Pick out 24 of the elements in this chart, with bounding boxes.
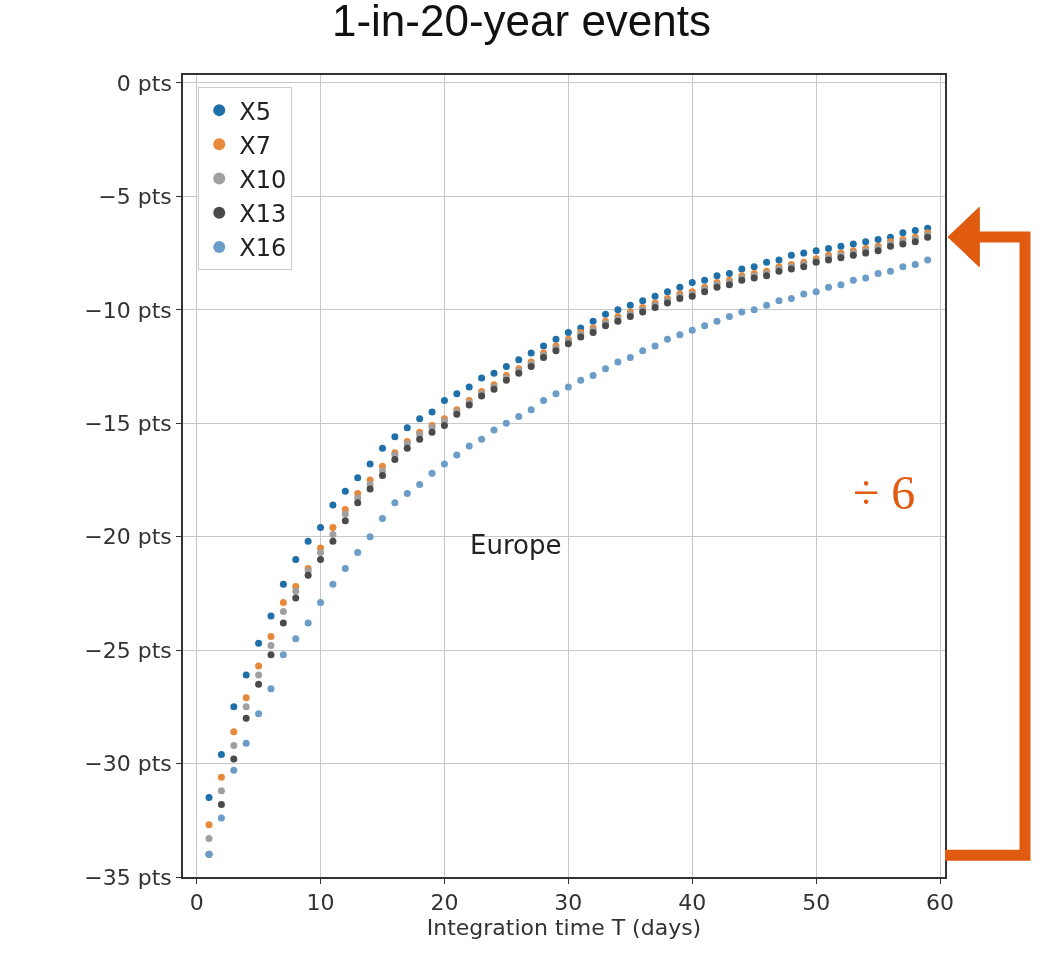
x-tick-label: 40 [678,890,707,916]
y-tick-label: −5 pts [98,184,172,210]
legend-label: X5 [239,97,271,126]
legend-label: X10 [239,165,287,194]
x-tick-label: 30 [554,890,583,916]
annotation: Europe [470,530,562,560]
y-tick-label: −35 pts [84,864,172,890]
x-tick-label: 50 [802,890,831,916]
legend-label: X7 [239,131,271,160]
legend-label: X16 [239,234,287,263]
x-tick-label: 60 [926,890,955,916]
x-tick-label: 0 [189,890,204,916]
y-tick-label: −20 pts [84,524,172,550]
y-tick-label: −10 pts [84,297,172,323]
x-tick-label: 20 [430,890,459,916]
y-tick-label: −15 pts [84,410,172,436]
legend-label: X13 [239,200,287,229]
x-axis-title: Integration time T (days) [426,915,702,941]
y-tick-label: −25 pts [84,637,172,663]
chart-title: 1-in-20-year events [331,0,712,45]
x-tick-label: 10 [306,890,335,916]
y-tick-label: −30 pts [84,751,172,777]
y-tick-label: 0 pts [116,70,172,96]
annotation: ÷ 6 [853,466,916,519]
